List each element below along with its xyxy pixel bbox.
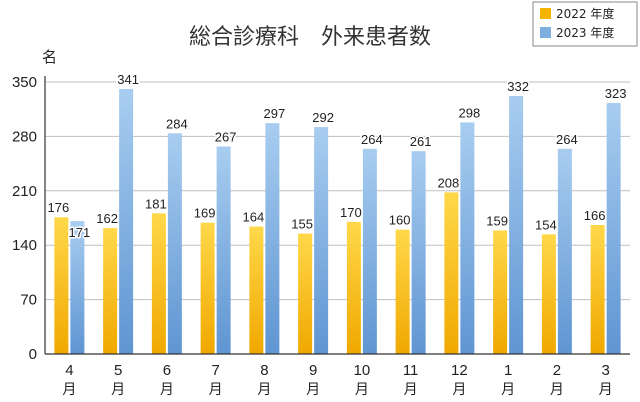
grid-lines xyxy=(45,81,630,301)
data-label-series-1: 160 xyxy=(389,213,411,228)
legend-swatch-series-2 xyxy=(540,27,551,38)
data-label-series-1: 154 xyxy=(535,217,557,232)
bar-series-1 xyxy=(444,192,459,354)
x-category-unit: 月 xyxy=(257,382,271,398)
bar-series-1 xyxy=(103,228,118,354)
bar-series-1 xyxy=(590,224,605,354)
bars xyxy=(54,88,621,355)
data-label-series-2: 267 xyxy=(215,130,237,145)
x-category-number: 5 xyxy=(114,362,122,379)
y-tick-label: 280 xyxy=(12,128,37,145)
x-category-number: 9 xyxy=(309,362,317,379)
bar-series-1 xyxy=(200,222,215,354)
x-category-number: 6 xyxy=(163,362,171,379)
y-axis-ticks: 0 70 140 210 280 350 xyxy=(12,74,37,363)
x-category-number: 2 xyxy=(553,362,561,379)
x-category-number: 3 xyxy=(601,362,609,379)
y-tick-label: 210 xyxy=(12,183,37,200)
x-category-unit: 月 xyxy=(501,382,515,398)
bar-series-1 xyxy=(298,233,313,354)
data-label-series-1: 176 xyxy=(48,200,70,215)
data-label-series-2: 261 xyxy=(410,134,432,149)
data-label-series-1: 159 xyxy=(486,213,508,228)
bar-series-2 xyxy=(265,123,280,354)
data-label-series-1: 164 xyxy=(243,210,265,225)
chart-title: 総合診療科 外来患者数 xyxy=(189,25,431,50)
bar-series-2 xyxy=(460,122,475,354)
data-label-series-2: 264 xyxy=(556,132,578,147)
x-category-unit: 月 xyxy=(355,382,369,398)
bar-series-2 xyxy=(557,148,572,354)
data-label-series-2: 298 xyxy=(459,105,481,120)
data-label-series-1: 208 xyxy=(438,175,460,190)
bar-series-2 xyxy=(119,88,134,354)
bar-series-2 xyxy=(362,148,377,354)
x-category-number: 1 xyxy=(504,362,512,379)
x-category-unit: 月 xyxy=(599,382,613,398)
data-label-series-1: 169 xyxy=(194,206,216,221)
x-category-number: 10 xyxy=(354,362,371,379)
data-label-series-2: 292 xyxy=(312,110,334,125)
y-tick-label: 0 xyxy=(29,346,37,363)
bar-series-1 xyxy=(54,217,69,354)
x-category-unit: 月 xyxy=(111,382,125,398)
axes xyxy=(44,76,630,355)
data-label-series-1: 166 xyxy=(584,208,606,223)
bar-series-2 xyxy=(70,221,85,354)
data-label-series-2: 297 xyxy=(264,106,286,121)
data-label-series-2: 332 xyxy=(507,79,529,94)
data-label-series-1: 155 xyxy=(291,217,313,232)
legend-label-series-1: 2022 年度 xyxy=(556,6,614,21)
x-category-number: 4 xyxy=(65,362,73,379)
bar-series-2 xyxy=(216,146,231,354)
x-category-number: 11 xyxy=(403,362,419,379)
bar-series-2 xyxy=(167,133,182,354)
x-category-unit: 月 xyxy=(306,382,320,398)
x-category-unit: 月 xyxy=(404,382,418,398)
data-label-series-2: 284 xyxy=(166,116,188,131)
bar-series-1 xyxy=(346,221,361,354)
bar-series-2 xyxy=(606,102,621,355)
legend: 2022 年度 2023 年度 xyxy=(532,1,638,47)
y-tick-label: 70 xyxy=(20,292,37,309)
data-label-series-1: 170 xyxy=(340,205,362,220)
bar-series-2 xyxy=(314,127,329,355)
data-label-series-2: 341 xyxy=(117,72,139,87)
x-category-unit: 月 xyxy=(209,382,223,398)
legend-swatch-series-1 xyxy=(540,8,551,19)
x-category-number: 12 xyxy=(451,362,468,379)
bar-series-1 xyxy=(493,230,508,354)
data-label-series-2: 171 xyxy=(69,225,91,240)
y-tick-label: 140 xyxy=(12,237,37,254)
bar-series-2 xyxy=(411,151,426,354)
legend-label-series-2: 2023 年度 xyxy=(556,25,614,40)
bar-series-1 xyxy=(395,229,410,354)
data-label-series-2: 323 xyxy=(605,86,627,101)
x-category-unit: 月 xyxy=(160,382,174,398)
data-labels: 176 171 162 341 181 284 169 267 164 297 155 292 170 2… xyxy=(46,70,628,241)
x-category-unit: 月 xyxy=(62,382,76,398)
bar-series-1 xyxy=(541,234,556,354)
x-category-unit: 月 xyxy=(452,382,466,398)
bar-series-1 xyxy=(249,226,264,354)
x-category-number: 7 xyxy=(211,362,219,379)
data-label-series-1: 162 xyxy=(96,211,118,226)
x-category-unit: 月 xyxy=(550,382,564,398)
data-label-series-1: 181 xyxy=(145,196,167,211)
y-axis-unit-label: 名 xyxy=(42,48,57,66)
x-category-number: 8 xyxy=(260,362,268,379)
x-axis-categories: 4 月 5 月 6 月 7 月 8 月 9 月 10 月 11 月 12 月 1 月 2 月 3 月 xyxy=(62,362,612,398)
bar-series-2 xyxy=(509,95,524,354)
data-label-series-2: 264 xyxy=(361,132,383,147)
bar-series-1 xyxy=(151,213,166,354)
y-tick-label: 350 xyxy=(12,74,37,91)
